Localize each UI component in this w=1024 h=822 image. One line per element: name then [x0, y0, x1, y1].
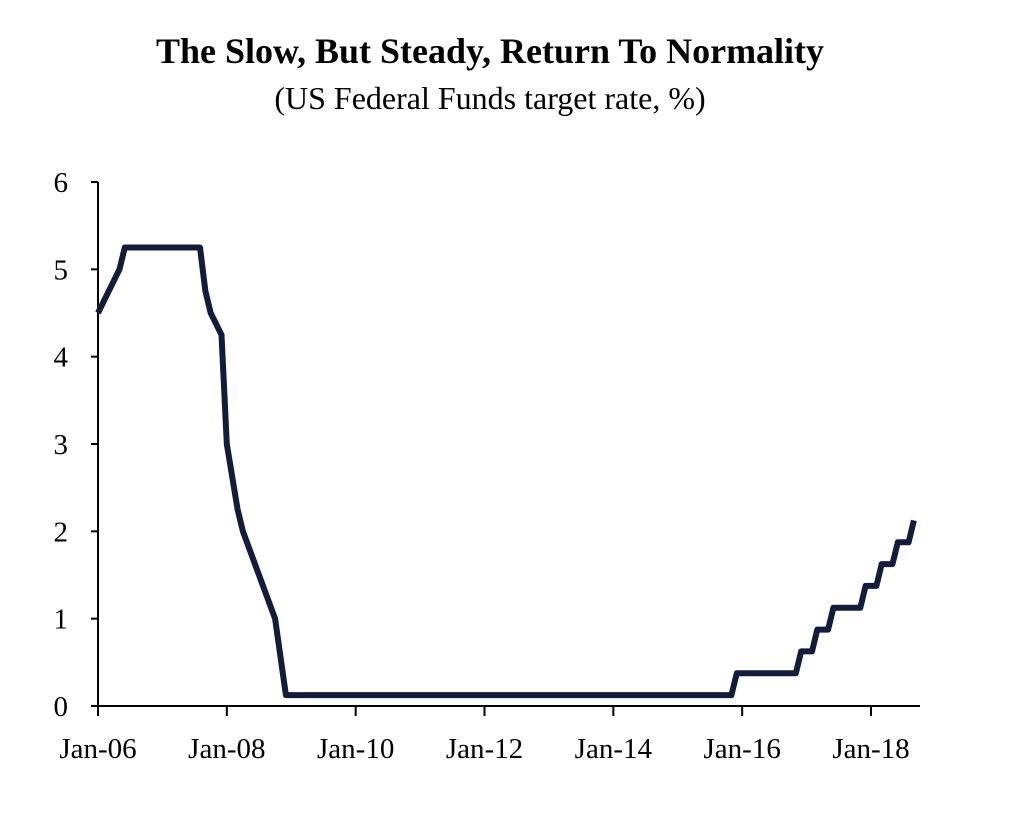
y-tick-label: 4 — [54, 342, 69, 374]
y-tick-label: 2 — [54, 516, 69, 548]
y-tick-label: 1 — [54, 604, 69, 636]
series-line — [95, 244, 917, 699]
y-tick-label: 6 — [54, 167, 69, 199]
x-tick-label: Jan-08 — [188, 733, 265, 765]
chart-title: The Slow, But Steady, Return To Normalit… — [155, 31, 825, 71]
y-tick-label: 0 — [54, 691, 69, 723]
x-tick-label: Jan-14 — [575, 733, 653, 765]
x-tick-label: Jan-06 — [59, 733, 136, 765]
x-tick-label: Jan-18 — [832, 733, 909, 765]
y-tick-label: 3 — [54, 429, 69, 461]
x-tick-label: Jan-16 — [704, 733, 781, 765]
x-tick-label: Jan-12 — [446, 733, 523, 765]
axes: 0 1 2 3 4 5 6 Jan-06 Jan-08 Jan-10 Jan-12 Jan-14 Jan… — [54, 167, 920, 765]
chart-subtitle: (US Federal Funds target rate, %) — [274, 80, 706, 116]
x-tick-label: Jan-10 — [317, 733, 394, 765]
plot-area — [95, 244, 917, 699]
y-tick-label: 5 — [54, 254, 69, 286]
